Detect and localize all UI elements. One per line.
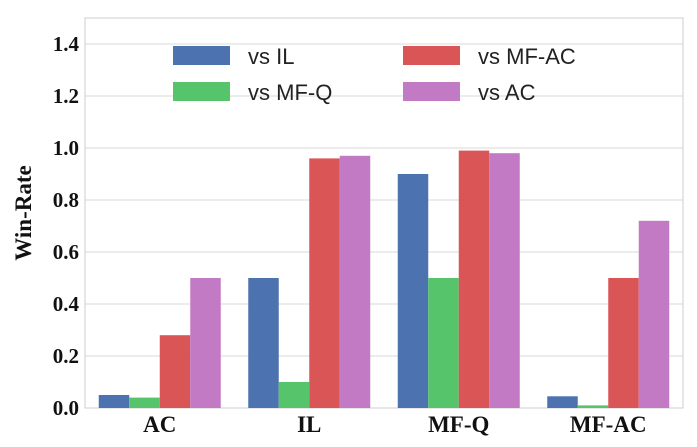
y-tick-label: 0.6 xyxy=(53,240,79,264)
plot-frame xyxy=(84,17,684,409)
y-tick-label: 0.4 xyxy=(53,292,80,316)
bar-il-vs-mf-q xyxy=(278,382,310,408)
bar-ac-vs-mf-ac xyxy=(159,335,191,408)
legend-label: vs MF-AC xyxy=(478,44,576,69)
bar-mf-ac-vs-mf-q xyxy=(577,405,609,408)
bar-mf-q-vs-il xyxy=(397,174,429,408)
x-tick-labels: AC IL MF-Q MF-AC xyxy=(143,412,646,437)
legend-swatch xyxy=(403,82,460,101)
y-tick-label: 1.2 xyxy=(53,84,79,108)
x-tick-label: IL xyxy=(297,412,321,437)
bar-il-vs-il xyxy=(248,278,279,408)
legend-label: vs AC xyxy=(478,80,536,105)
legend-swatch xyxy=(173,82,230,101)
bar-mf-q-vs-ac xyxy=(489,153,520,408)
bars xyxy=(98,150,670,408)
bar-ac-vs-il xyxy=(98,395,130,408)
x-tick-label: AC xyxy=(143,412,176,437)
y-tick-label: 0.8 xyxy=(53,188,79,212)
legend: vs IL vs MF-AC vs MF-Q vs AC xyxy=(173,44,576,105)
legend-swatch xyxy=(403,46,460,65)
bar-mf-ac-vs-ac xyxy=(638,220,670,408)
y-tick-label: 1.0 xyxy=(53,136,79,160)
bar-il-vs-mf-ac xyxy=(309,158,340,408)
bar-ac-vs-mf-q xyxy=(129,397,160,408)
x-tick-label: MF-Q xyxy=(428,412,489,437)
bar-mf-ac-vs-il xyxy=(547,396,578,408)
legend-swatch xyxy=(173,46,230,65)
bar-mf-ac-vs-mf-ac xyxy=(608,278,639,408)
y-tick-label: 0.0 xyxy=(53,396,79,420)
legend-label: vs IL xyxy=(248,44,294,69)
legend-label: vs MF-Q xyxy=(248,80,332,105)
bar-il-vs-ac xyxy=(339,155,371,408)
y-axis-label: Win-Rate xyxy=(11,165,36,260)
bar-mf-q-vs-mf-q xyxy=(428,278,459,408)
y-tick-labels: 0.0 0.2 0.4 0.6 0.8 1.0 1.2 1.4 xyxy=(53,32,80,420)
y-tick-label: 0.2 xyxy=(53,344,79,368)
y-tick-label: 1.4 xyxy=(53,32,80,56)
x-tick-label: MF-AC xyxy=(570,412,647,437)
bar-mf-q-vs-mf-ac xyxy=(458,150,490,408)
bar-ac-vs-ac xyxy=(190,278,221,408)
